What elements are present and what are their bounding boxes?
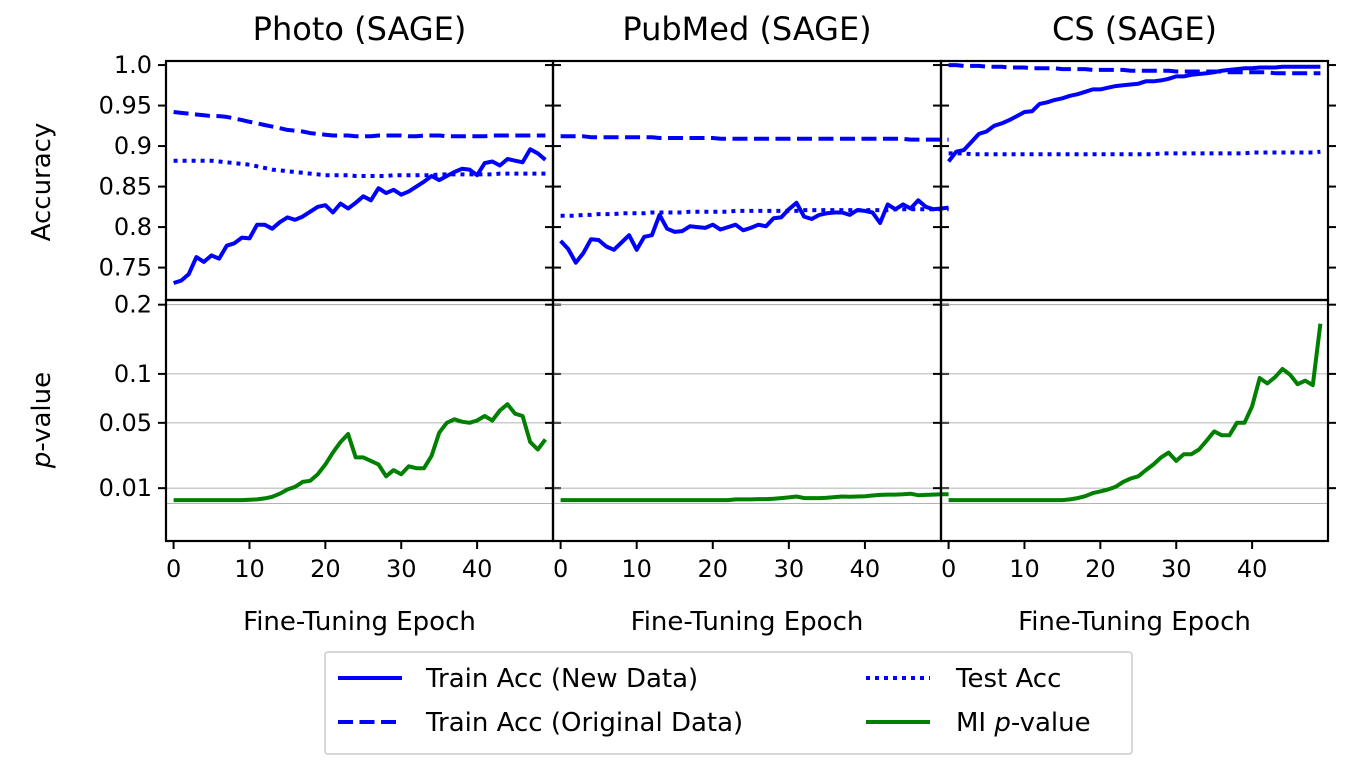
- accuracy-axes-frame: [164, 59, 555, 302]
- legend: Train Acc (New Data) Train Acc (Original…: [324, 651, 1133, 755]
- panels-layer: Photo (SAGE) 0.75 0.8 0.85 0.9 0.95 1.0 0.01 0.0…: [99, 10, 1336, 637]
- mi-pvalue-line: [948, 323, 1323, 503]
- train-acc-new-line: [947, 64, 1321, 163]
- accuracy-ylabel: Accuracy: [27, 123, 57, 242]
- pvalue-ylabel: p-value: [27, 372, 57, 469]
- panel-title: CS (SAGE): [1052, 10, 1217, 48]
- pvalue-axes-frame: [939, 298, 1330, 543]
- legend-train-orig-label: Train Acc (Original Data): [425, 708, 743, 738]
- legend-mi-italic: p: [993, 708, 1011, 738]
- pvalue-tick-label: 0.01: [99, 474, 152, 502]
- test-acc-line: [948, 149, 1321, 157]
- x-tick-label: 10: [234, 555, 265, 583]
- x-tick-label: 20: [1085, 555, 1116, 583]
- x-tick-label: 40: [850, 555, 881, 583]
- x-tick-label: 10: [621, 555, 652, 583]
- x-tick-label: 20: [697, 555, 728, 583]
- accuracy-tick-label: 0.9: [114, 132, 152, 160]
- x-axis-label: Fine-Tuning Epoch: [243, 607, 476, 637]
- legend-mi-prefix: MI: [956, 708, 994, 738]
- panel-3: CS (SAGE) 0 10 20 30 40 Fine-Tuning Epoch: [933, 10, 1336, 637]
- x-axis-label: Fine-Tuning Epoch: [631, 607, 864, 637]
- x-tick-label: 40: [1237, 555, 1268, 583]
- legend-mi-label: MI p-value: [956, 708, 1091, 738]
- mi-pvalue-line: [173, 402, 547, 503]
- train-acc-new-line: [559, 198, 949, 265]
- train-acc-new-line: [172, 147, 547, 285]
- x-tick-label: 0: [941, 555, 956, 583]
- test-acc-line: [560, 207, 949, 218]
- x-tick-label: 0: [553, 555, 568, 583]
- x-tick-label: 20: [310, 555, 341, 583]
- panel-title: PubMed (SAGE): [622, 10, 871, 48]
- accuracy-tick-label: 0.95: [99, 92, 152, 120]
- pvalue-tick-label: 0.1: [114, 360, 152, 388]
- x-tick-label: 30: [774, 555, 805, 583]
- accuracy-tick-label: 0.85: [99, 173, 152, 201]
- accuracy-axes-frame: [939, 59, 1330, 302]
- legend-test-label: Test Acc: [955, 664, 1061, 694]
- x-axis-label: Fine-Tuning Epoch: [1018, 607, 1251, 637]
- pvalue-ylabel-rest: -value: [27, 372, 57, 452]
- train-acc-orig-line: [948, 63, 1321, 76]
- legend-frame: [324, 651, 1133, 755]
- mi-pvalue-line: [560, 491, 949, 503]
- legend-mi-suffix: -value: [1011, 708, 1091, 738]
- x-tick-label: 30: [386, 555, 417, 583]
- accuracy-tick-label: 1.0: [114, 51, 152, 79]
- x-tick-label: 40: [462, 555, 493, 583]
- pvalue-axes-frame: [551, 298, 943, 543]
- x-tick-label: 30: [1161, 555, 1192, 583]
- x-tick-label: 0: [166, 555, 181, 583]
- panel-1: Photo (SAGE) 0.75 0.8 0.85 0.9 0.95 1.0 0.01 0.0…: [99, 10, 561, 637]
- pvalue-ylabel-italic: p: [27, 452, 57, 470]
- pvalue-tick-label: 0.2: [114, 291, 152, 319]
- panel-2: PubMed (SAGE) 0 10 20 30 40 Fine-Tuning Epoch: [545, 10, 949, 637]
- accuracy-axes-frame: [551, 59, 943, 302]
- pvalue-tick-label: 0.05: [99, 409, 152, 437]
- x-tick-label: 10: [1009, 555, 1040, 583]
- accuracy-tick-label: 0.8: [114, 213, 152, 241]
- train-acc-orig-line: [173, 110, 546, 139]
- pvalue-axes-frame: [164, 298, 555, 543]
- train-acc-orig-line: [560, 134, 949, 142]
- panel-title: Photo (SAGE): [253, 10, 467, 48]
- accuracy-tick-label: 0.75: [99, 254, 152, 282]
- legend-train-new-label: Train Acc (New Data): [425, 664, 698, 694]
